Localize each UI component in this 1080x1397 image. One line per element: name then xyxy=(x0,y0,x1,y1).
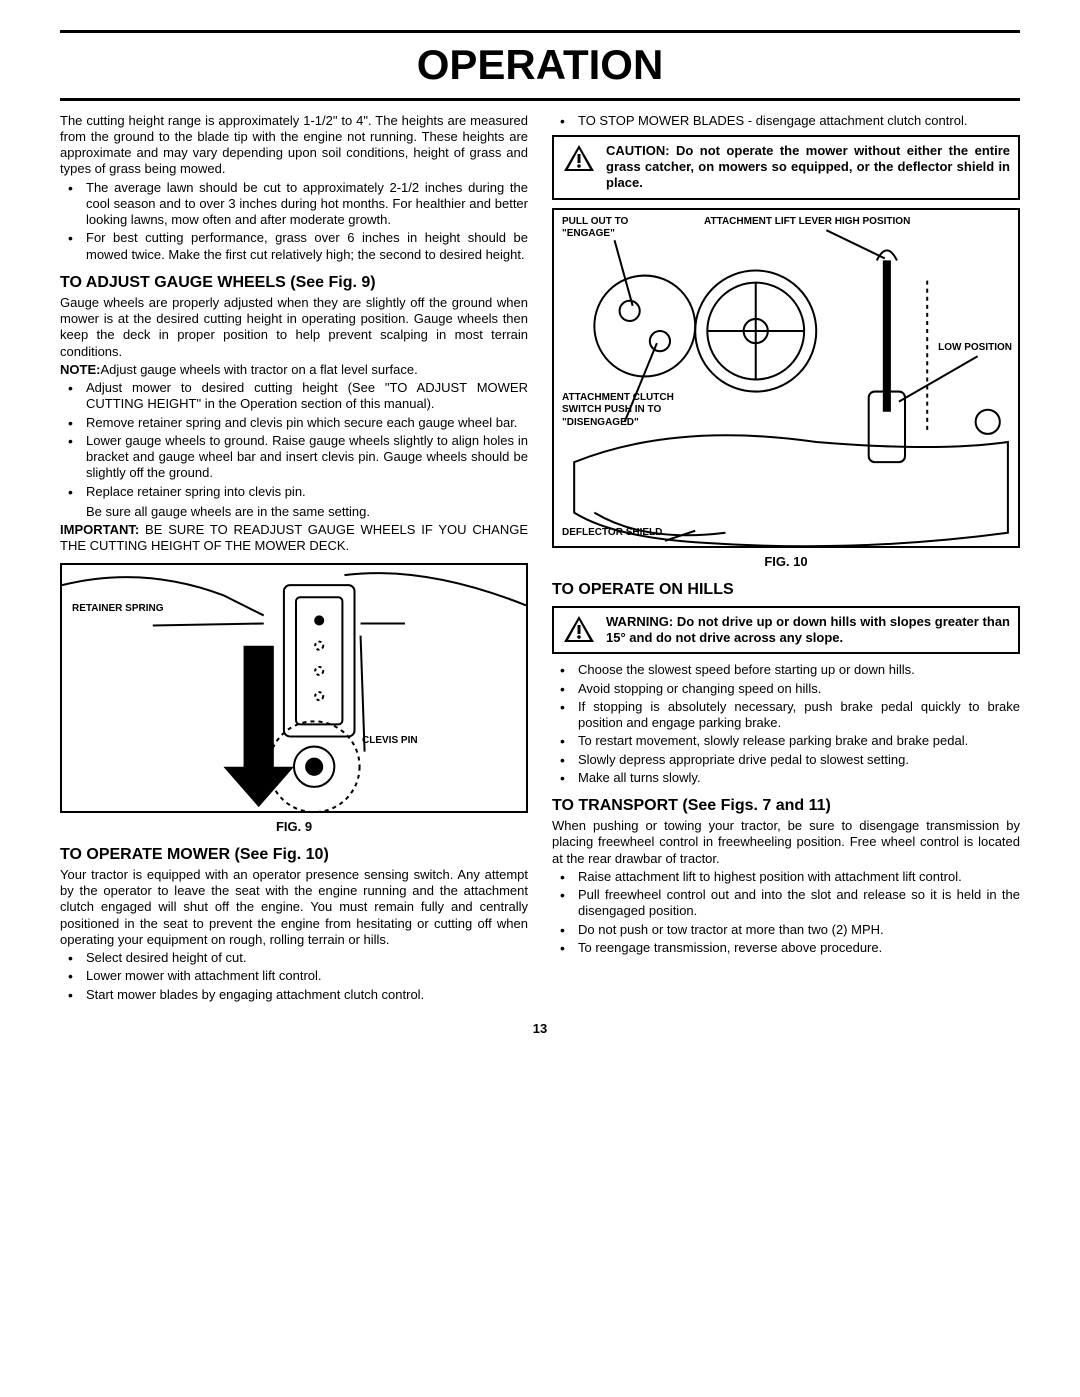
list-item: Lower gauge wheels to ground. Raise gaug… xyxy=(86,433,528,482)
heading-gauge-wheels: TO ADJUST GAUGE WHEELS (See Fig. 9) xyxy=(60,273,528,293)
fig10-label-deflector: DEFLECTOR SHIELD xyxy=(562,527,662,540)
list-item: Start mower blades by engaging attachmen… xyxy=(86,987,528,1003)
page-title: OPERATION xyxy=(60,35,1020,101)
figure-9: RETAINER SPRING CLEVIS PIN xyxy=(60,563,528,813)
fig10-label-push: ATTACHMENT CLUTCH SWITCH PUSH IN TO "DIS… xyxy=(562,392,682,430)
list-item: Make all turns slowly. xyxy=(578,770,1020,786)
gauge-note: NOTE:Adjust gauge wheels with tractor on… xyxy=(60,362,528,378)
figure-10-caption: FIG. 10 xyxy=(552,554,1020,570)
hills-list: Choose the slowest speed before starting… xyxy=(552,662,1020,786)
figure-10-diagram xyxy=(554,210,1018,553)
list-item: Choose the slowest speed before starting… xyxy=(578,662,1020,678)
list-item: Avoid stopping or changing speed on hill… xyxy=(578,681,1020,697)
fig10-label-lever: ATTACHMENT LIFT LEVER HIGH POSITION xyxy=(704,216,910,229)
stop-list: TO STOP MOWER BLADES - disengage attachm… xyxy=(552,113,1020,129)
list-item: Adjust mower to desired cutting height (… xyxy=(86,380,528,413)
page-number: 13 xyxy=(60,1021,1020,1037)
warning-text: WARNING: Do not drive up or down hills w… xyxy=(606,614,1010,647)
operate-list: Select desired height of cut. Lower mowe… xyxy=(60,950,528,1003)
left-column: The cutting height range is approximatel… xyxy=(60,113,528,1007)
transport-list: Raise attachment lift to highest positio… xyxy=(552,869,1020,956)
figure-9-caption: FIG. 9 xyxy=(60,819,528,835)
list-item: If stopping is absolutely necessary, pus… xyxy=(578,699,1020,732)
content-columns: The cutting height range is approximatel… xyxy=(60,113,1020,1007)
heading-hills: TO OPERATE ON HILLS xyxy=(552,580,1020,600)
top-rule xyxy=(60,30,1020,33)
right-column: TO STOP MOWER BLADES - disengage attachm… xyxy=(552,113,1020,1007)
fig9-label-retainer: RETAINER SPRING xyxy=(72,603,164,616)
list-item: Select desired height of cut. xyxy=(86,950,528,966)
warning-triangle-icon xyxy=(562,143,596,173)
transport-paragraph: When pushing or towing your tractor, be … xyxy=(552,818,1020,867)
list-item: Remove retainer spring and clevis pin wh… xyxy=(86,415,528,431)
fig10-label-pull: PULL OUT TO "ENGAGE" xyxy=(562,216,672,241)
heading-operate-mower: TO OPERATE MOWER (See Fig. 10) xyxy=(60,845,528,865)
warning-box: WARNING: Do not drive up or down hills w… xyxy=(552,606,1020,655)
list-item: For best cutting performance, grass over… xyxy=(86,230,528,263)
intro-list: The average lawn should be cut to approx… xyxy=(60,180,528,263)
note-label: NOTE: xyxy=(60,362,100,377)
warning-triangle-icon xyxy=(562,614,596,644)
figure-10: PULL OUT TO "ENGAGE" ATTACHMENT LIFT LEV… xyxy=(552,208,1020,548)
operate-paragraph: Your tractor is equipped with an operato… xyxy=(60,867,528,948)
list-item: The average lawn should be cut to approx… xyxy=(86,180,528,229)
fig9-label-clevis: CLEVIS PIN xyxy=(362,735,418,748)
heading-transport: TO TRANSPORT (See Figs. 7 and 11) xyxy=(552,796,1020,816)
list-item: TO STOP MOWER BLADES - disengage attachm… xyxy=(578,113,1020,129)
list-item: Replace retainer spring into clevis pin. xyxy=(86,484,528,500)
gauge-list: Adjust mower to desired cutting height (… xyxy=(60,380,528,500)
gauge-paragraph: Gauge wheels are properly adjusted when … xyxy=(60,295,528,360)
intro-paragraph: The cutting height range is approximatel… xyxy=(60,113,528,178)
fig10-label-low: LOW POSITION xyxy=(938,342,1012,355)
list-item: To reengage transmission, reverse above … xyxy=(578,940,1020,956)
list-item: Lower mower with attachment lift control… xyxy=(86,968,528,984)
important-label: IMPORTANT: xyxy=(60,522,139,537)
list-item: Pull freewheel control out and into the … xyxy=(578,887,1020,920)
caution-text: CAUTION: Do not operate the mower withou… xyxy=(606,143,1010,192)
note-text: Adjust gauge wheels with tractor on a fl… xyxy=(100,362,417,377)
list-item: Slowly depress appropriate drive pedal t… xyxy=(578,752,1020,768)
list-item: Do not push or tow tractor at more than … xyxy=(578,922,1020,938)
gauge-tail: Be sure all gauge wheels are in the same… xyxy=(60,504,528,520)
caution-box: CAUTION: Do not operate the mower withou… xyxy=(552,135,1020,200)
list-item: Raise attachment lift to highest positio… xyxy=(578,869,1020,885)
gauge-important: IMPORTANT: BE SURE TO READJUST GAUGE WHE… xyxy=(60,522,528,555)
list-item: To restart movement, slowly release park… xyxy=(578,733,1020,749)
